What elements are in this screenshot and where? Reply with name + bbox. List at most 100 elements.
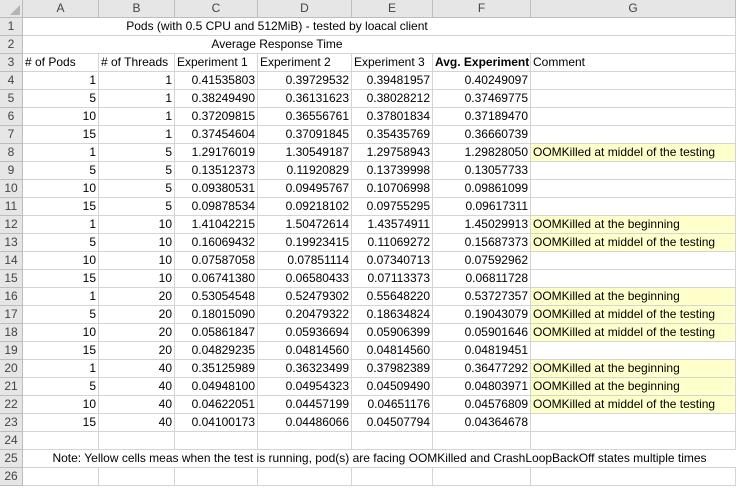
cell-experiment-2[interactable]: 0.36131623: [258, 90, 352, 108]
cell-experiment-2[interactable]: 0.39729532: [258, 72, 352, 90]
cell-pods[interactable]: 10: [23, 108, 99, 126]
cell-threads[interactable]: 20: [99, 306, 175, 324]
cell-avg-experiment[interactable]: 0.04364678: [433, 414, 531, 432]
row-header-4[interactable]: 4: [0, 72, 23, 90]
cell-comment[interactable]: OOMKilled at middel of the testing: [531, 144, 736, 162]
cell-experiment-2[interactable]: 0.52479302: [258, 288, 352, 306]
header-comment[interactable]: Comment: [531, 54, 736, 72]
cell-experiment-1[interactable]: 0.35125989: [175, 360, 258, 378]
row-header-2[interactable]: 2: [0, 36, 23, 54]
row-header-22[interactable]: 22: [0, 396, 23, 414]
cell-experiment-1[interactable]: 0.18015090: [175, 306, 258, 324]
row-header-8[interactable]: 8: [0, 144, 23, 162]
cell-avg-experiment[interactable]: 0.09617311: [433, 198, 531, 216]
cell-pods[interactable]: 1: [23, 72, 99, 90]
cell-experiment-2[interactable]: 0.06580433: [258, 270, 352, 288]
row-header-5[interactable]: 5: [0, 90, 23, 108]
cell-threads[interactable]: 20: [99, 288, 175, 306]
cell-experiment-1[interactable]: 0.13512373: [175, 162, 258, 180]
cell-threads[interactable]: 10: [99, 270, 175, 288]
cell-comment[interactable]: OOMKilled at the beginning: [531, 378, 736, 396]
empty-cell[interactable]: [175, 468, 258, 486]
cell-pods[interactable]: 10: [23, 324, 99, 342]
column-header-e[interactable]: E: [352, 0, 433, 18]
cell-experiment-1[interactable]: 0.53054548: [175, 288, 258, 306]
cell-threads[interactable]: 1: [99, 126, 175, 144]
cell-experiment-2[interactable]: 0.05936694: [258, 324, 352, 342]
cell-experiment-1[interactable]: 0.04948100: [175, 378, 258, 396]
header-pods[interactable]: # of Pods: [23, 54, 99, 72]
cell-avg-experiment[interactable]: 0.07592962: [433, 252, 531, 270]
cell-pods[interactable]: 15: [23, 198, 99, 216]
cell-avg-experiment[interactable]: 0.04576809: [433, 396, 531, 414]
cell-threads[interactable]: 5: [99, 144, 175, 162]
cell-avg-experiment[interactable]: 0.53727357: [433, 288, 531, 306]
cell-pods[interactable]: 5: [23, 378, 99, 396]
empty-cell[interactable]: [531, 432, 736, 450]
cell-pods[interactable]: 5: [23, 90, 99, 108]
cell-experiment-1[interactable]: 0.38249490: [175, 90, 258, 108]
cell-experiment-3[interactable]: 1.43574911: [352, 216, 433, 234]
empty-cell[interactable]: [258, 432, 352, 450]
row-header-3[interactable]: 3: [0, 54, 23, 72]
cell-experiment-1[interactable]: 0.09380531: [175, 180, 258, 198]
cell-comment[interactable]: [531, 72, 736, 90]
row-header-21[interactable]: 21: [0, 378, 23, 396]
cell-comment[interactable]: [531, 414, 736, 432]
column-header-d[interactable]: D: [258, 0, 352, 18]
cell-experiment-1[interactable]: 1.41042215: [175, 216, 258, 234]
row-header-12[interactable]: 12: [0, 216, 23, 234]
cell-comment[interactable]: OOMKilled at middel of the testing: [531, 396, 736, 414]
header-threads[interactable]: # of Threads: [99, 54, 175, 72]
empty-cell[interactable]: [433, 468, 531, 486]
cell-experiment-3[interactable]: 0.10706998: [352, 180, 433, 198]
cell-experiment-3[interactable]: 0.09755295: [352, 198, 433, 216]
cell-g1[interactable]: [531, 18, 736, 36]
cell-avg-experiment[interactable]: 0.37469775: [433, 90, 531, 108]
cell-threads[interactable]: 1: [99, 72, 175, 90]
cell-comment[interactable]: [531, 342, 736, 360]
cell-experiment-1[interactable]: 0.04829235: [175, 342, 258, 360]
column-header-g[interactable]: G: [531, 0, 736, 18]
row-header-11[interactable]: 11: [0, 198, 23, 216]
empty-cell[interactable]: [433, 432, 531, 450]
cell-experiment-3[interactable]: 0.11069272: [352, 234, 433, 252]
row-header-20[interactable]: 20: [0, 360, 23, 378]
cell-experiment-3[interactable]: 0.37801834: [352, 108, 433, 126]
cell-avg-experiment[interactable]: 1.45029913: [433, 216, 531, 234]
empty-cell[interactable]: [23, 468, 99, 486]
empty-cell[interactable]: [352, 432, 433, 450]
cell-avg-experiment[interactable]: 0.13057733: [433, 162, 531, 180]
cell-experiment-3[interactable]: 0.18634824: [352, 306, 433, 324]
cell-pods[interactable]: 5: [23, 306, 99, 324]
cell-experiment-3[interactable]: 0.55648220: [352, 288, 433, 306]
cell-experiment-3[interactable]: 0.05906399: [352, 324, 433, 342]
cell-threads[interactable]: 40: [99, 378, 175, 396]
cell-threads[interactable]: 10: [99, 216, 175, 234]
select-all-corner[interactable]: [0, 0, 23, 18]
cell-pods[interactable]: 15: [23, 414, 99, 432]
cell-comment[interactable]: [531, 252, 736, 270]
cell-pods[interactable]: 15: [23, 342, 99, 360]
cell-threads[interactable]: 40: [99, 360, 175, 378]
cell-experiment-3[interactable]: 0.04814560: [352, 342, 433, 360]
cell-comment[interactable]: [531, 270, 736, 288]
note-text[interactable]: Note: Yellow cells meas when the test is…: [23, 450, 736, 468]
cell-threads[interactable]: 5: [99, 198, 175, 216]
cell-threads[interactable]: 10: [99, 252, 175, 270]
row-header-24[interactable]: 24: [0, 432, 23, 450]
cell-pods[interactable]: 5: [23, 234, 99, 252]
cell-pods[interactable]: 15: [23, 270, 99, 288]
cell-experiment-3[interactable]: 0.04651176: [352, 396, 433, 414]
cell-experiment-1[interactable]: 0.06741380: [175, 270, 258, 288]
cell-experiment-2[interactable]: 0.09218102: [258, 198, 352, 216]
cell-g2[interactable]: [531, 36, 736, 54]
cell-experiment-1[interactable]: 0.04622051: [175, 396, 258, 414]
column-header-b[interactable]: B: [99, 0, 175, 18]
cell-experiment-3[interactable]: 0.13739998: [352, 162, 433, 180]
cell-comment[interactable]: [531, 108, 736, 126]
cell-experiment-2[interactable]: 0.04457199: [258, 396, 352, 414]
cell-comment[interactable]: [531, 162, 736, 180]
cell-experiment-1[interactable]: 0.37454604: [175, 126, 258, 144]
cell-threads[interactable]: 20: [99, 342, 175, 360]
